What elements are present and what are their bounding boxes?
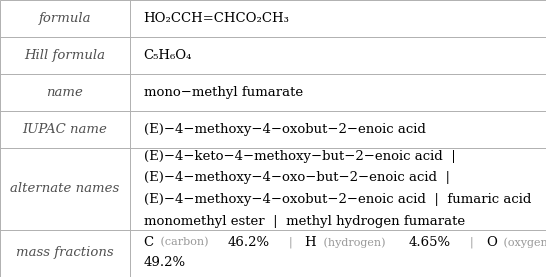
- Text: (hydrogen): (hydrogen): [320, 237, 389, 248]
- Text: C: C: [144, 236, 154, 249]
- Text: monomethyl ester  |  methyl hydrogen fumarate: monomethyl ester | methyl hydrogen fumar…: [144, 215, 465, 228]
- Text: mono−methyl fumarate: mono−methyl fumarate: [144, 86, 302, 99]
- Text: Hill formula: Hill formula: [25, 49, 105, 62]
- Text: |: |: [463, 237, 480, 248]
- Text: (E)−4−keto−4−methoxy−but−2−enoic acid  |: (E)−4−keto−4−methoxy−but−2−enoic acid |: [144, 150, 455, 163]
- Text: |: |: [282, 237, 300, 248]
- Text: O: O: [486, 236, 497, 249]
- Text: name: name: [46, 86, 84, 99]
- Text: mass fractions: mass fractions: [16, 246, 114, 259]
- Text: alternate names: alternate names: [10, 182, 120, 195]
- Text: (oxygen): (oxygen): [500, 237, 546, 248]
- Text: 46.2%: 46.2%: [228, 236, 270, 249]
- Text: IUPAC name: IUPAC name: [22, 123, 108, 136]
- Text: (carbon): (carbon): [157, 237, 212, 248]
- Text: 49.2%: 49.2%: [144, 256, 186, 269]
- Text: C₅H₆O₄: C₅H₆O₄: [144, 49, 192, 62]
- Text: (E)−4−methoxy−4−oxobut−2−enoic acid  |  fumaric acid: (E)−4−methoxy−4−oxobut−2−enoic acid | fu…: [144, 193, 531, 206]
- Text: formula: formula: [39, 12, 91, 25]
- Text: (E)−4−methoxy−4−oxobut−2−enoic acid: (E)−4−methoxy−4−oxobut−2−enoic acid: [144, 123, 425, 136]
- Text: H: H: [305, 236, 316, 249]
- Text: HO₂CCH=CHCO₂CH₃: HO₂CCH=CHCO₂CH₃: [144, 12, 289, 25]
- Text: 4.65%: 4.65%: [409, 236, 451, 249]
- Text: (E)−4−methoxy−4−oxo−but−2−enoic acid  |: (E)−4−methoxy−4−oxo−but−2−enoic acid |: [144, 171, 449, 184]
